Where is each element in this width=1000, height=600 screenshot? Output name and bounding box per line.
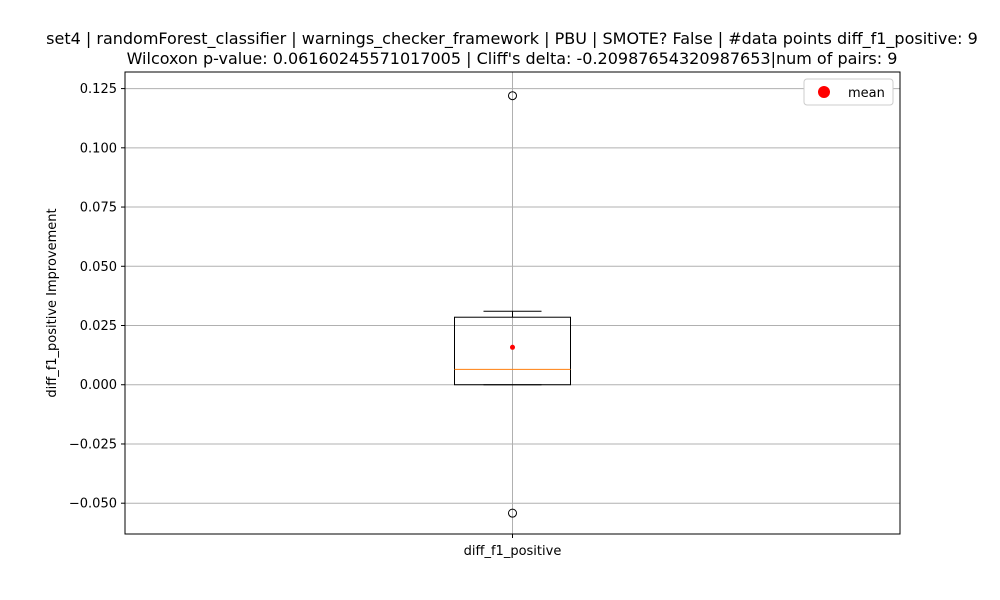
y-axis-label: diff_f1_positive Improvement [45,208,60,397]
legend-mean-label: mean [848,86,885,101]
y-tick-label: 0.000 [80,378,117,393]
y-tick-label: 0.100 [80,141,117,156]
legend-box [803,78,894,106]
y-tick-label: 0.050 [80,260,117,275]
mean-point [510,344,515,350]
legend: mean [803,78,894,106]
legend-mean-marker [818,86,830,98]
tick-layer: −0.050 −0.025 0.000 0.025 0.050 0.075 0.100 0.1… [69,82,561,559]
y-tick-label: 0.025 [80,319,117,334]
box-layer [454,91,571,518]
outlier-point [508,508,517,518]
y-tick-label: 0.075 [80,201,117,216]
outlier-point [508,91,517,101]
chart-title-line2: Wilcoxon p-value: 0.06160245571017005 | … [127,49,898,68]
y-tick-label: −0.050 [69,497,117,512]
chart-title-line1: set4 | randomForest_classifier | warning… [46,29,978,49]
x-tick-label: diff_f1_positive [464,544,562,559]
y-tick-label: 0.125 [80,82,117,97]
y-tick-label: −0.025 [69,437,117,452]
iqr-box [454,316,571,386]
